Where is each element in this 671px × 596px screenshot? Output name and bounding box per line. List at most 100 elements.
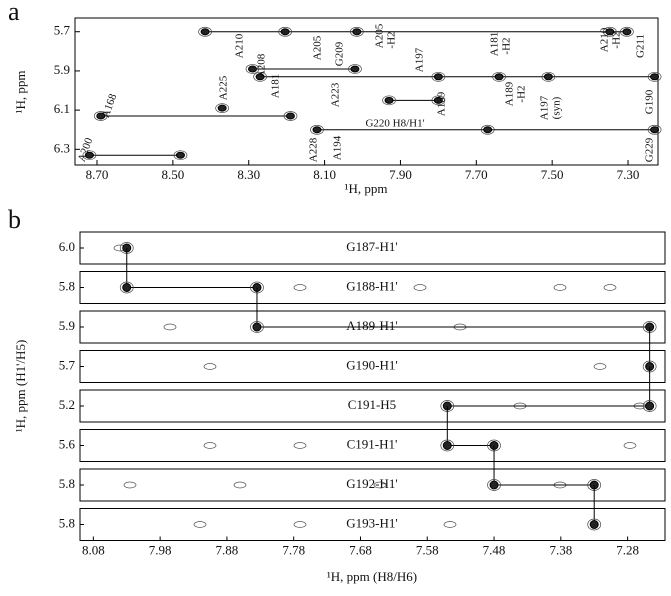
peak-annotation: A228 xyxy=(308,137,320,162)
peak xyxy=(84,151,94,159)
x-tick-label: 7.78 xyxy=(282,542,305,557)
peak-contour xyxy=(93,111,108,121)
contour xyxy=(203,442,217,449)
peak-contour xyxy=(647,124,662,135)
contour xyxy=(293,521,307,528)
peak-annotation: G211 xyxy=(635,34,647,58)
peak-contour xyxy=(480,124,495,135)
x-tick-label: 7.98 xyxy=(149,542,172,557)
peak-contour xyxy=(173,150,188,161)
x-tick-label: 7.38 xyxy=(549,542,572,557)
peak-annotation: A205 xyxy=(374,23,386,48)
peak-annotation: G229 xyxy=(644,137,656,162)
y-tick-label: 5.6 xyxy=(59,436,76,451)
peak xyxy=(494,73,504,81)
peak-contour xyxy=(250,321,264,333)
y-tick-label: 5.8 xyxy=(59,278,75,293)
peak-contour xyxy=(587,518,602,531)
peak-annotation: G190 xyxy=(644,89,656,114)
peak xyxy=(442,441,452,450)
peak-contour xyxy=(215,103,230,114)
peak-annotation: -H2 xyxy=(386,31,398,48)
peak-annotation: -H2 xyxy=(501,37,513,54)
peak-annotation: A223 xyxy=(330,82,342,107)
peak-annotation: A210 xyxy=(234,33,246,58)
peak xyxy=(650,126,660,134)
peak-annotation: A181 xyxy=(270,74,282,98)
x-tick-label: 7.70 xyxy=(465,167,488,182)
peak-annotation: A210 xyxy=(599,27,611,52)
peak xyxy=(122,283,132,292)
peak-annotation: A181 xyxy=(489,32,501,56)
peak-annotation: G220 H8/H1' xyxy=(365,118,424,130)
strip-label: C191-H5 xyxy=(348,397,396,412)
peak xyxy=(285,112,295,120)
x-tick-label: 7.50 xyxy=(541,167,564,182)
x-axis-label: ¹H, ppm xyxy=(345,181,388,196)
x-tick-label: 8.70 xyxy=(86,167,109,182)
x-tick-label: 7.88 xyxy=(216,542,239,557)
peak-contour xyxy=(349,26,364,37)
y-tick-label: 6.0 xyxy=(59,239,75,254)
peak-contour xyxy=(620,26,634,37)
peak xyxy=(384,96,394,104)
peak-contour xyxy=(431,71,446,82)
peak-contour xyxy=(647,71,662,82)
panel-a-frame xyxy=(74,17,659,166)
contour xyxy=(233,481,247,489)
contour xyxy=(623,442,637,449)
contour xyxy=(163,323,177,331)
x-axis-label: ¹H, ppm (H8/H6) xyxy=(327,569,417,584)
strip-label: A189-H1' xyxy=(346,318,397,333)
peak-contour xyxy=(278,26,292,37)
peak-contour xyxy=(487,479,501,491)
peak-contour xyxy=(82,150,97,161)
strip-label: G193-H1' xyxy=(346,515,397,530)
x-tick-label: 8.30 xyxy=(237,167,260,182)
contour xyxy=(193,521,207,528)
contour xyxy=(293,284,307,291)
contour xyxy=(293,442,307,449)
strip-label: C191-H1' xyxy=(347,436,398,451)
peak xyxy=(350,65,360,73)
peak xyxy=(200,28,210,36)
peak-annotation: A189 xyxy=(504,81,516,106)
peak xyxy=(433,96,443,104)
peak-contour xyxy=(310,124,324,135)
panel-label: b xyxy=(8,205,21,234)
peak-contour xyxy=(431,95,446,106)
y-axis-label: ¹H, ppm (H1'/H5) xyxy=(13,340,28,433)
peak-contour xyxy=(253,71,267,82)
x-tick-label: 7.68 xyxy=(349,542,372,557)
y-tick-label: 5.7 xyxy=(59,357,76,372)
peak-contour xyxy=(245,64,260,74)
contour xyxy=(203,363,217,370)
x-tick-label: 7.58 xyxy=(416,542,439,557)
peak-contour xyxy=(198,26,212,37)
peak xyxy=(589,520,599,529)
peak xyxy=(352,28,362,36)
peak-annotation: A197 xyxy=(539,95,551,120)
strip-label: G192-H1' xyxy=(346,476,397,491)
peak xyxy=(483,126,493,134)
contour xyxy=(603,284,617,291)
peak xyxy=(622,28,632,36)
x-tick-label: 7.90 xyxy=(389,167,412,182)
peak xyxy=(489,480,499,490)
y-tick-label: 5.7 xyxy=(54,23,71,38)
x-tick-label: 8.08 xyxy=(82,542,105,557)
y-tick-label: 6.3 xyxy=(54,140,70,155)
peak xyxy=(645,401,655,411)
y-axis-label: ¹H, ppm xyxy=(13,71,28,114)
peak xyxy=(543,73,553,81)
peak xyxy=(252,322,262,332)
x-tick-label: 8.10 xyxy=(313,167,336,182)
x-tick-label: 8.50 xyxy=(161,167,184,182)
peak xyxy=(605,28,615,36)
peak-annotation: A194 xyxy=(332,135,344,160)
peak-contour xyxy=(541,71,556,82)
peak xyxy=(312,126,322,134)
peak-annotation: A168 xyxy=(100,92,120,120)
y-tick-label: 5.8 xyxy=(59,515,75,530)
